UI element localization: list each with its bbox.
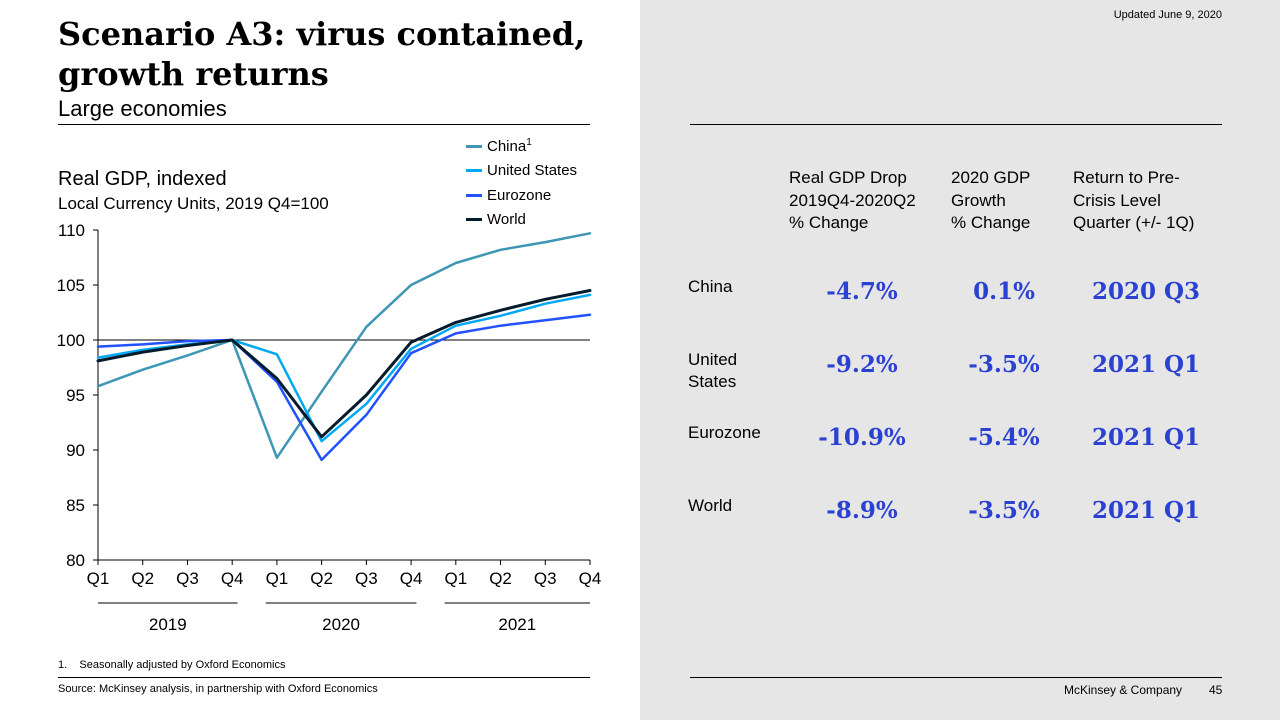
column-header-return-quarter: Return to Pre- Crisis Level Quarter (+/- 1… xyxy=(1073,168,1195,232)
footnote: 1. Seasonally adjusted by Oxford Economi… xyxy=(58,659,286,671)
footer-divider xyxy=(690,677,1222,678)
page-number: 45 xyxy=(1209,683,1223,697)
x-tick-label: Q4 xyxy=(400,569,423,588)
value-world-gdp-drop: -8.9% xyxy=(826,497,898,524)
legend-swatch-world xyxy=(466,218,482,222)
y-tick-label: 100 xyxy=(57,331,85,350)
row-label-world: World xyxy=(688,496,733,515)
legend-item-united-states: United States xyxy=(466,159,577,184)
value-world-return-quarter: 2021 Q1 xyxy=(1091,497,1201,524)
value-china-gdp-growth: 0.1% xyxy=(973,278,1035,305)
series-line-united-states xyxy=(96,293,592,443)
legend-label-eurozone: Eurozone xyxy=(487,186,552,204)
page-subtitle: Large economies xyxy=(58,96,227,121)
value-china-return-quarter: 2020 Q3 xyxy=(1091,278,1201,305)
row-label-united-states: United States xyxy=(688,350,738,391)
legend-swatch-united-states xyxy=(466,169,482,173)
value-united-states-gdp-growth: -3.5% xyxy=(968,351,1040,378)
x-tick-label: Q2 xyxy=(310,569,333,588)
source-note: Source: McKinsey analysis, in partnershi… xyxy=(58,683,378,695)
legend-item-china: China1 xyxy=(466,134,577,159)
footnote-marker: 1 xyxy=(526,137,532,149)
y-tick-label: 80 xyxy=(66,551,85,570)
year-group-label: 2019 xyxy=(149,615,187,634)
year-group-label: 2020 xyxy=(322,615,360,634)
legend-item-eurozone: Eurozone xyxy=(466,183,577,208)
brand-name: McKinsey & Company xyxy=(1064,683,1183,697)
y-tick-label: 90 xyxy=(66,441,85,460)
column-header-gdp-drop: Real GDP Drop 2019Q4-2020Q2% Change xyxy=(789,168,916,232)
legend-item-world: World xyxy=(466,208,577,233)
value-eurozone-gdp-drop: -10.9% xyxy=(818,424,906,451)
page-title: Scenario A3: virus contained, growth ret… xyxy=(58,15,586,93)
value-world-gdp-growth: -3.5% xyxy=(968,497,1040,524)
value-united-states-return-quarter: 2021 Q1 xyxy=(1091,351,1201,378)
value-eurozone-gdp-growth: -5.4% xyxy=(968,424,1040,451)
chart-subtitle: Local Currency Units, 2019 Q4=100 xyxy=(58,194,329,213)
title-divider xyxy=(58,124,590,125)
x-tick-label: Q2 xyxy=(489,569,512,588)
year-group-label: 2021 xyxy=(498,615,536,634)
y-tick-label: 95 xyxy=(66,386,85,405)
source-divider xyxy=(58,677,590,678)
legend-label-world: World xyxy=(487,211,526,229)
x-tick-label: Q4 xyxy=(221,569,244,588)
x-tick-label: Q1 xyxy=(87,569,110,588)
right-panel xyxy=(640,0,1280,720)
legend-label-united-states: United States xyxy=(487,162,578,180)
x-tick-label: Q3 xyxy=(534,569,557,588)
chart-legend: China1 United States Eurozone World xyxy=(466,134,577,232)
updated-date: Updated June 9, 2020 xyxy=(1113,9,1222,21)
series-line-china xyxy=(96,232,592,459)
row-label-eurozone: Eurozone xyxy=(688,423,761,442)
series-line-eurozone xyxy=(96,313,592,462)
legend-label-china: China1 xyxy=(487,137,532,156)
x-tick-label: Q1 xyxy=(444,569,467,588)
series-line-world xyxy=(96,289,592,439)
x-tick-label: Q3 xyxy=(176,569,199,588)
y-tick-label: 85 xyxy=(66,496,85,515)
x-tick-label: Q4 xyxy=(579,569,602,588)
gdp-line-chart: 80 85 90 95 100 105 110 Q1 Q2 Q3 Q4 Q1 Q2 Q3 Q4 Q1 Q2 Q3 Q… xyxy=(57,221,602,634)
y-tick-label: 110 xyxy=(58,221,85,240)
value-china-gdp-drop: -4.7% xyxy=(826,278,898,305)
column-header-gdp-growth: 2020 GDP Growth% Change xyxy=(951,168,1031,232)
value-united-states-gdp-drop: -9.2% xyxy=(826,351,898,378)
x-tick-label: Q3 xyxy=(355,569,378,588)
value-eurozone-return-quarter: 2021 Q1 xyxy=(1091,424,1201,451)
legend-swatch-eurozone xyxy=(466,193,482,197)
row-label-china: China xyxy=(688,277,733,296)
legend-swatch-china xyxy=(466,144,482,148)
x-tick-label: Q1 xyxy=(266,569,289,588)
table-top-divider xyxy=(690,124,1222,125)
x-tick-label: Q2 xyxy=(131,569,154,588)
chart-title: Real GDP, indexed xyxy=(58,168,227,190)
y-tick-label: 105 xyxy=(57,276,85,295)
